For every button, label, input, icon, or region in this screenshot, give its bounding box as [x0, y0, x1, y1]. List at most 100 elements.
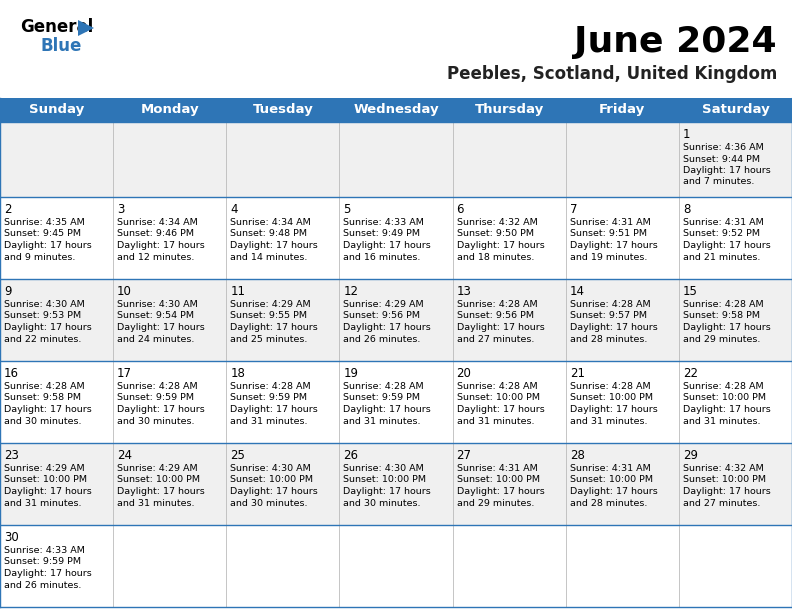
Text: and 22 minutes.: and 22 minutes. — [4, 335, 82, 343]
Text: Sunset: 9:52 PM: Sunset: 9:52 PM — [683, 230, 760, 239]
Text: Daylight: 17 hours: Daylight: 17 hours — [456, 241, 544, 250]
Text: Sunset: 10:00 PM: Sunset: 10:00 PM — [683, 394, 766, 403]
Text: Daylight: 17 hours: Daylight: 17 hours — [117, 323, 205, 332]
Text: and 14 minutes.: and 14 minutes. — [230, 253, 307, 261]
Text: Sunset: 9:59 PM: Sunset: 9:59 PM — [344, 394, 421, 403]
Text: Monday: Monday — [140, 103, 199, 116]
Text: Daylight: 17 hours: Daylight: 17 hours — [344, 405, 431, 414]
Text: 5: 5 — [344, 203, 351, 216]
Text: 4: 4 — [230, 203, 238, 216]
Text: 13: 13 — [456, 285, 471, 298]
Text: Sunrise: 4:29 AM: Sunrise: 4:29 AM — [4, 464, 85, 473]
Text: and 29 minutes.: and 29 minutes. — [456, 499, 534, 507]
Text: Sunset: 9:55 PM: Sunset: 9:55 PM — [230, 312, 307, 321]
Text: and 12 minutes.: and 12 minutes. — [117, 253, 195, 261]
Text: and 31 minutes.: and 31 minutes. — [117, 499, 195, 507]
Text: Sunset: 10:00 PM: Sunset: 10:00 PM — [117, 476, 200, 485]
Text: and 7 minutes.: and 7 minutes. — [683, 177, 754, 187]
Text: Daylight: 17 hours: Daylight: 17 hours — [344, 487, 431, 496]
Text: Sunset: 9:51 PM: Sunset: 9:51 PM — [569, 230, 647, 239]
Text: Sunrise: 4:28 AM: Sunrise: 4:28 AM — [4, 382, 85, 391]
Text: 25: 25 — [230, 449, 246, 462]
Text: Daylight: 17 hours: Daylight: 17 hours — [117, 241, 205, 250]
Text: Sunset: 9:50 PM: Sunset: 9:50 PM — [456, 230, 534, 239]
Text: Tuesday: Tuesday — [253, 103, 313, 116]
Text: Daylight: 17 hours: Daylight: 17 hours — [456, 323, 544, 332]
Text: and 27 minutes.: and 27 minutes. — [683, 499, 760, 507]
Text: Daylight: 17 hours: Daylight: 17 hours — [117, 405, 205, 414]
Bar — [0, 98, 792, 122]
Bar — [0, 361, 792, 443]
Text: and 30 minutes.: and 30 minutes. — [230, 499, 308, 507]
Text: 6: 6 — [456, 203, 464, 216]
Text: and 29 minutes.: and 29 minutes. — [683, 335, 760, 343]
Bar — [0, 443, 792, 525]
Text: Sunset: 9:59 PM: Sunset: 9:59 PM — [230, 394, 307, 403]
Text: Sunset: 9:53 PM: Sunset: 9:53 PM — [4, 312, 81, 321]
Bar — [0, 279, 792, 361]
Text: General: General — [20, 18, 93, 36]
Bar — [0, 525, 792, 607]
Text: Sunset: 9:54 PM: Sunset: 9:54 PM — [117, 312, 194, 321]
Text: 29: 29 — [683, 449, 698, 462]
Text: Sunrise: 4:33 AM: Sunrise: 4:33 AM — [344, 218, 425, 227]
Text: Sunrise: 4:36 AM: Sunrise: 4:36 AM — [683, 143, 763, 152]
Text: Sunrise: 4:32 AM: Sunrise: 4:32 AM — [456, 218, 537, 227]
Text: Sunset: 10:00 PM: Sunset: 10:00 PM — [456, 394, 539, 403]
Text: Daylight: 17 hours: Daylight: 17 hours — [4, 323, 92, 332]
Text: 12: 12 — [344, 285, 359, 298]
Text: Wednesday: Wednesday — [353, 103, 439, 116]
Text: Daylight: 17 hours: Daylight: 17 hours — [230, 487, 318, 496]
Text: 7: 7 — [569, 203, 577, 216]
Text: Sunset: 9:48 PM: Sunset: 9:48 PM — [230, 230, 307, 239]
Text: 8: 8 — [683, 203, 691, 216]
Text: Sunrise: 4:33 AM: Sunrise: 4:33 AM — [4, 546, 85, 555]
Text: and 30 minutes.: and 30 minutes. — [4, 417, 82, 425]
Text: Daylight: 17 hours: Daylight: 17 hours — [117, 487, 205, 496]
Text: Blue: Blue — [40, 37, 82, 55]
Text: Sunset: 9:58 PM: Sunset: 9:58 PM — [4, 394, 81, 403]
Text: Daylight: 17 hours: Daylight: 17 hours — [4, 487, 92, 496]
Text: June 2024: June 2024 — [574, 25, 777, 59]
Text: 20: 20 — [456, 367, 471, 380]
Text: Sunrise: 4:32 AM: Sunrise: 4:32 AM — [683, 464, 763, 473]
Text: Sunrise: 4:30 AM: Sunrise: 4:30 AM — [4, 300, 85, 309]
Text: Sunrise: 4:28 AM: Sunrise: 4:28 AM — [456, 300, 537, 309]
Text: Sunrise: 4:31 AM: Sunrise: 4:31 AM — [569, 218, 650, 227]
Text: 3: 3 — [117, 203, 124, 216]
Text: Sunset: 10:00 PM: Sunset: 10:00 PM — [456, 476, 539, 485]
Text: Sunrise: 4:28 AM: Sunrise: 4:28 AM — [117, 382, 198, 391]
Text: Sunrise: 4:30 AM: Sunrise: 4:30 AM — [344, 464, 425, 473]
Text: Sunrise: 4:28 AM: Sunrise: 4:28 AM — [230, 382, 311, 391]
Text: Daylight: 17 hours: Daylight: 17 hours — [4, 241, 92, 250]
Text: Sunrise: 4:35 AM: Sunrise: 4:35 AM — [4, 218, 85, 227]
Text: 17: 17 — [117, 367, 132, 380]
Text: Daylight: 17 hours: Daylight: 17 hours — [230, 405, 318, 414]
Text: Daylight: 17 hours: Daylight: 17 hours — [569, 487, 657, 496]
Text: Daylight: 17 hours: Daylight: 17 hours — [4, 405, 92, 414]
Text: Daylight: 17 hours: Daylight: 17 hours — [683, 323, 771, 332]
Text: Sunday: Sunday — [29, 103, 84, 116]
Text: 30: 30 — [4, 531, 19, 544]
Text: Daylight: 17 hours: Daylight: 17 hours — [569, 241, 657, 250]
Text: 9: 9 — [4, 285, 12, 298]
Text: Sunrise: 4:29 AM: Sunrise: 4:29 AM — [344, 300, 424, 309]
Text: and 26 minutes.: and 26 minutes. — [344, 335, 421, 343]
Text: Sunset: 9:49 PM: Sunset: 9:49 PM — [344, 230, 421, 239]
Text: and 30 minutes.: and 30 minutes. — [344, 499, 421, 507]
Text: 21: 21 — [569, 367, 584, 380]
Text: and 21 minutes.: and 21 minutes. — [683, 253, 760, 261]
Text: Sunset: 9:59 PM: Sunset: 9:59 PM — [117, 394, 194, 403]
Bar — [0, 122, 792, 197]
Text: Daylight: 17 hours: Daylight: 17 hours — [683, 487, 771, 496]
Text: and 18 minutes.: and 18 minutes. — [456, 253, 534, 261]
Text: Daylight: 17 hours: Daylight: 17 hours — [683, 405, 771, 414]
Text: Daylight: 17 hours: Daylight: 17 hours — [569, 323, 657, 332]
Text: and 9 minutes.: and 9 minutes. — [4, 253, 75, 261]
Text: 28: 28 — [569, 449, 584, 462]
Text: Sunrise: 4:28 AM: Sunrise: 4:28 AM — [683, 300, 763, 309]
Text: 2: 2 — [4, 203, 12, 216]
Text: Daylight: 17 hours: Daylight: 17 hours — [456, 405, 544, 414]
Text: Sunrise: 4:29 AM: Sunrise: 4:29 AM — [117, 464, 198, 473]
Text: Sunset: 9:56 PM: Sunset: 9:56 PM — [344, 312, 421, 321]
